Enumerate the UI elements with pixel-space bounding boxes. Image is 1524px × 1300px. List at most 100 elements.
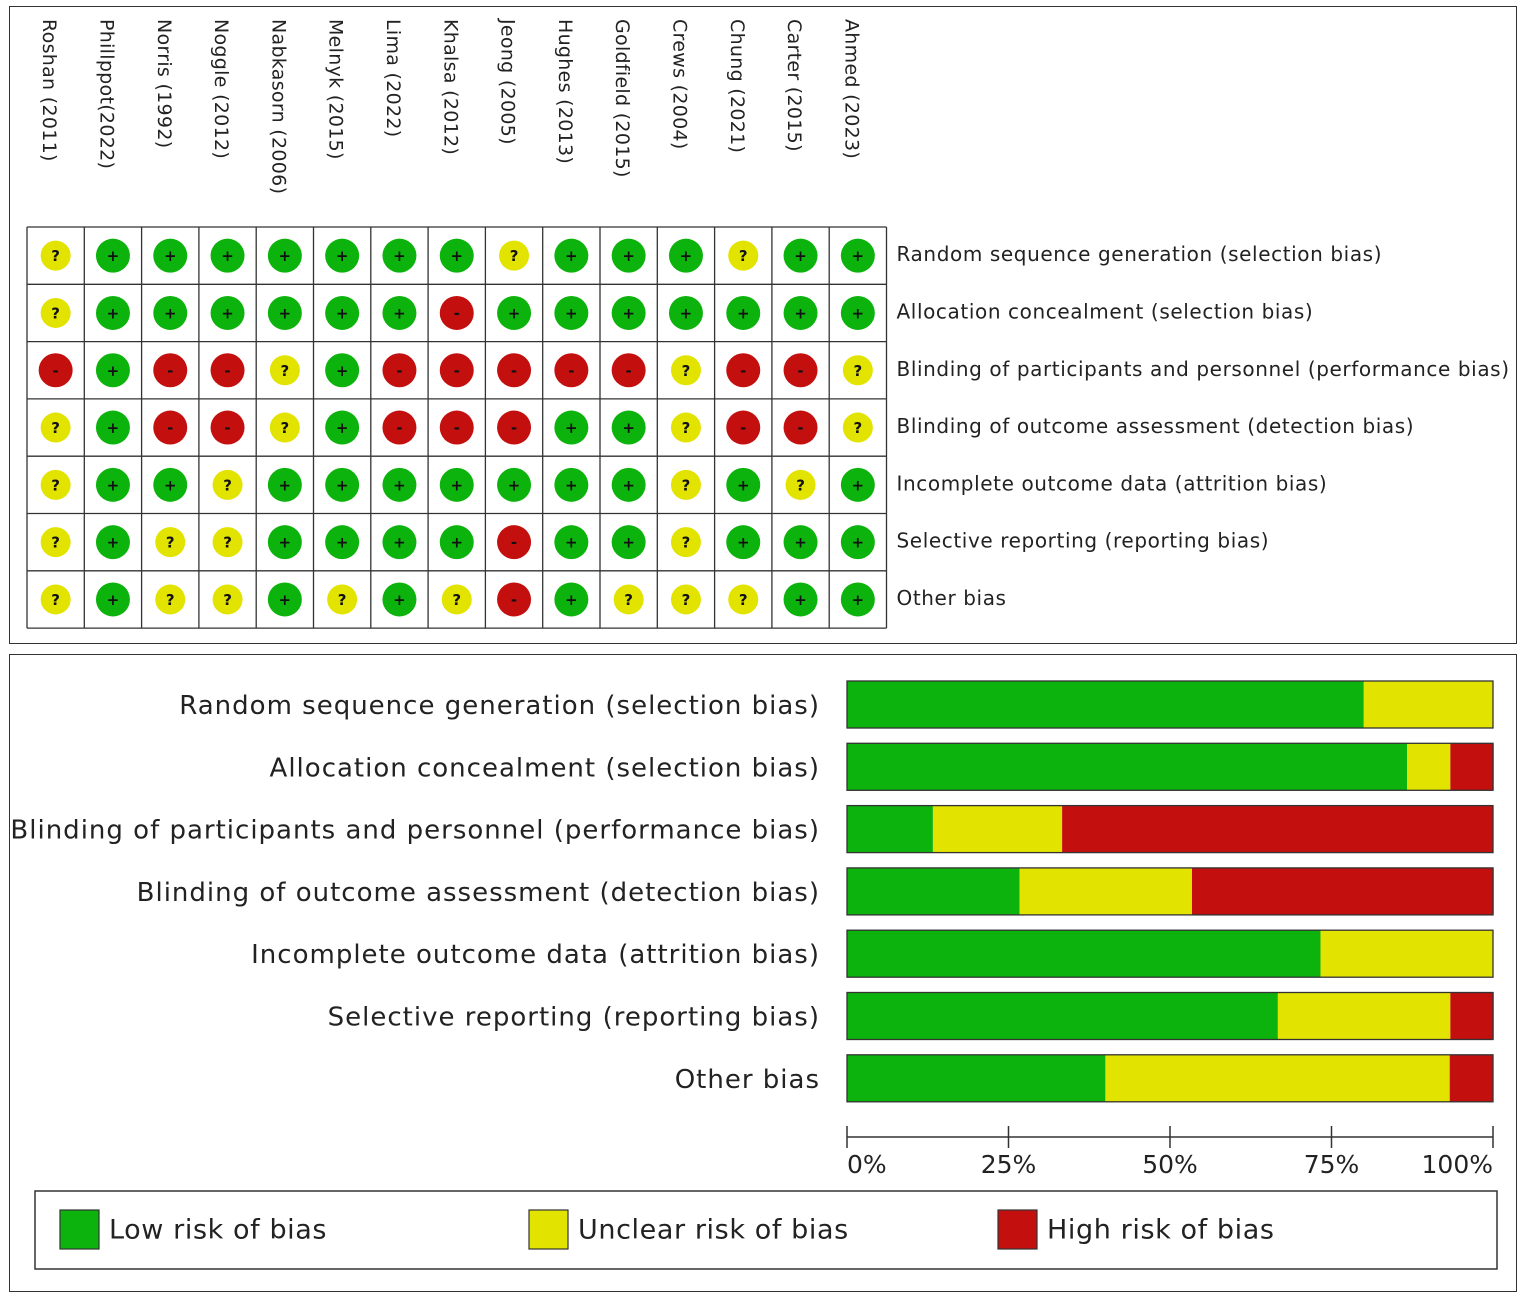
rating-unclear-symbol: ? [166, 591, 175, 609]
rating-unclear-symbol: ? [166, 534, 175, 552]
rating-low-dot [267, 295, 302, 330]
bar-outline [846, 991, 1494, 1041]
rating-high-dot [497, 525, 532, 560]
rating-unclear-dot [40, 240, 71, 271]
rating-unclear-dot [40, 527, 71, 558]
rating-unclear-dot [155, 527, 186, 558]
rating-unclear-symbol: ? [51, 591, 60, 609]
rating-low-dot [783, 525, 818, 560]
rating-unclear-symbol: ? [51, 419, 60, 437]
rating-low-dot [439, 525, 474, 560]
rating-low-symbol: + [450, 534, 463, 552]
rating-low-symbol: + [279, 476, 292, 494]
rating-low-symbol: + [336, 362, 349, 380]
rating-low-dot [497, 467, 532, 502]
domain-label: Selective reporting (reporting bias) [897, 529, 1270, 553]
rating-unclear-dot [842, 355, 873, 386]
rating-unclear-symbol: ? [853, 419, 862, 437]
rating-low-symbol: + [794, 247, 807, 265]
rating-low-dot [325, 353, 360, 388]
rating-unclear-symbol: ? [796, 476, 805, 494]
rating-unclear-dot [212, 469, 243, 500]
rating-low-dot [382, 238, 417, 273]
rating-unclear-symbol: ? [682, 476, 691, 494]
rating-low-dot [726, 295, 761, 330]
rating-high-dot [210, 410, 245, 445]
rating-unclear-dot [40, 412, 71, 443]
rating-low-dot [95, 582, 130, 617]
rating-low-symbol: + [279, 534, 292, 552]
study-label: Lima (2022) [382, 19, 404, 138]
study-label: Noggle (2012) [210, 19, 232, 159]
rating-unclear-symbol: ? [51, 247, 60, 265]
x-tick-label: 100% [1422, 1150, 1493, 1179]
rating-unclear-dot [212, 527, 243, 558]
rating-low-dot [554, 467, 589, 502]
domain-label: Blinding of outcome assessment (detectio… [897, 414, 1415, 438]
rating-low-symbol: + [737, 304, 750, 322]
rating-low-symbol: + [107, 247, 120, 265]
rating-low-symbol: + [565, 247, 578, 265]
rating-unclear-symbol: ? [682, 362, 691, 380]
rating-unclear-dot [155, 584, 186, 615]
risk-of-bias-graph-panel: Random sequence generation (selection bi… [9, 654, 1517, 1292]
bar-segment-low [847, 681, 1364, 728]
rating-high-symbol: - [511, 591, 517, 609]
rating-unclear-symbol: ? [280, 362, 289, 380]
rating-low-dot [439, 238, 474, 273]
study-label: Crews (2004) [668, 19, 690, 150]
legend-swatch-low [59, 1209, 100, 1250]
risk-of-bias-graph: Random sequence generation (selection bi… [10, 680, 1498, 1270]
rating-low-symbol: + [680, 247, 693, 265]
rating-unclear-dot [499, 240, 530, 271]
rating-unclear-dot [670, 527, 701, 558]
legend-label-low: Low risk of bias [109, 1215, 327, 1246]
bar-segment-low [847, 992, 1278, 1040]
bar-segment-high [1450, 743, 1494, 791]
rating-high-dot [439, 410, 474, 445]
rating-low-dot [95, 353, 130, 388]
study-label: Chung (2021) [726, 19, 748, 153]
rating-low-dot [267, 525, 302, 560]
rating-low-dot [554, 525, 589, 560]
bar-outline [846, 929, 1494, 978]
rating-low-symbol: + [622, 534, 635, 552]
rating-low-symbol: + [336, 476, 349, 494]
rating-low-dot [840, 582, 875, 617]
rating-low-dot [325, 295, 360, 330]
rating-low-symbol: + [221, 304, 234, 322]
rating-high-dot [783, 353, 818, 388]
rating-low-dot [840, 295, 875, 330]
rating-low-symbol: + [107, 534, 120, 552]
rating-unclear-symbol: ? [739, 591, 748, 609]
bar-segment-low [847, 930, 1321, 978]
rating-low-symbol: + [565, 304, 578, 322]
rating-low-symbol: + [164, 476, 177, 494]
rating-low-dot [554, 410, 589, 445]
risk-of-bias-summary: Roshan (2011) Phillppot(2022) Norris (1992… [26, 18, 1509, 629]
rating-low-symbol: + [565, 534, 578, 552]
rating-low-symbol: + [508, 304, 521, 322]
bar-segment-high [1191, 867, 1494, 915]
bar-outline [846, 742, 1494, 791]
bar-segment-unclear [1320, 930, 1493, 978]
domain-label: Allocation concealment (selection bias) [897, 299, 1314, 323]
rating-low-dot [267, 238, 302, 273]
rating-low-symbol: + [279, 304, 292, 322]
rating-unclear-dot [40, 584, 71, 615]
study-label: Norris (1992) [153, 19, 175, 148]
rating-low-dot [783, 295, 818, 330]
rating-low-symbol: + [107, 419, 120, 437]
rating-low-dot [267, 467, 302, 502]
rating-low-dot [153, 295, 188, 330]
rating-low-dot [95, 525, 130, 560]
study-label: Melnyk (2015) [325, 19, 347, 160]
domain-label: Random sequence generation (selection bi… [897, 242, 1383, 266]
study-label: Hughes (2013) [554, 19, 576, 164]
rating-unclear-symbol: ? [510, 247, 519, 265]
rating-unclear-dot [670, 355, 701, 386]
rating-high-dot [382, 410, 417, 445]
rating-low-symbol: + [622, 247, 635, 265]
rating-unclear-dot [212, 584, 243, 615]
rating-low-dot [611, 238, 646, 273]
